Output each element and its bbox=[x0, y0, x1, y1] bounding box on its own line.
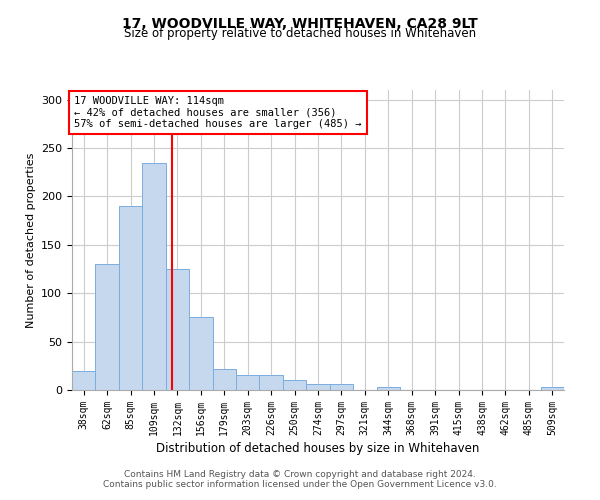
Bar bbox=[377, 387, 400, 390]
Bar bbox=[283, 380, 306, 390]
Text: 17 WOODVILLE WAY: 114sqm
← 42% of detached houses are smaller (356)
57% of semi-: 17 WOODVILLE WAY: 114sqm ← 42% of detach… bbox=[74, 96, 362, 129]
Bar bbox=[189, 318, 212, 390]
Bar bbox=[236, 376, 259, 390]
Bar bbox=[142, 162, 166, 390]
Text: Contains public sector information licensed under the Open Government Licence v3: Contains public sector information licen… bbox=[103, 480, 497, 489]
Text: Contains HM Land Registry data © Crown copyright and database right 2024.: Contains HM Land Registry data © Crown c… bbox=[124, 470, 476, 479]
Bar bbox=[306, 384, 330, 390]
Bar bbox=[541, 387, 564, 390]
Bar bbox=[119, 206, 142, 390]
Bar bbox=[259, 376, 283, 390]
Bar bbox=[95, 264, 119, 390]
X-axis label: Distribution of detached houses by size in Whitehaven: Distribution of detached houses by size … bbox=[157, 442, 479, 455]
Text: Size of property relative to detached houses in Whitehaven: Size of property relative to detached ho… bbox=[124, 28, 476, 40]
Bar bbox=[72, 370, 95, 390]
Y-axis label: Number of detached properties: Number of detached properties bbox=[26, 152, 35, 328]
Bar bbox=[330, 384, 353, 390]
Bar bbox=[212, 368, 236, 390]
Text: 17, WOODVILLE WAY, WHITEHAVEN, CA28 9LT: 17, WOODVILLE WAY, WHITEHAVEN, CA28 9LT bbox=[122, 18, 478, 32]
Bar bbox=[166, 269, 189, 390]
